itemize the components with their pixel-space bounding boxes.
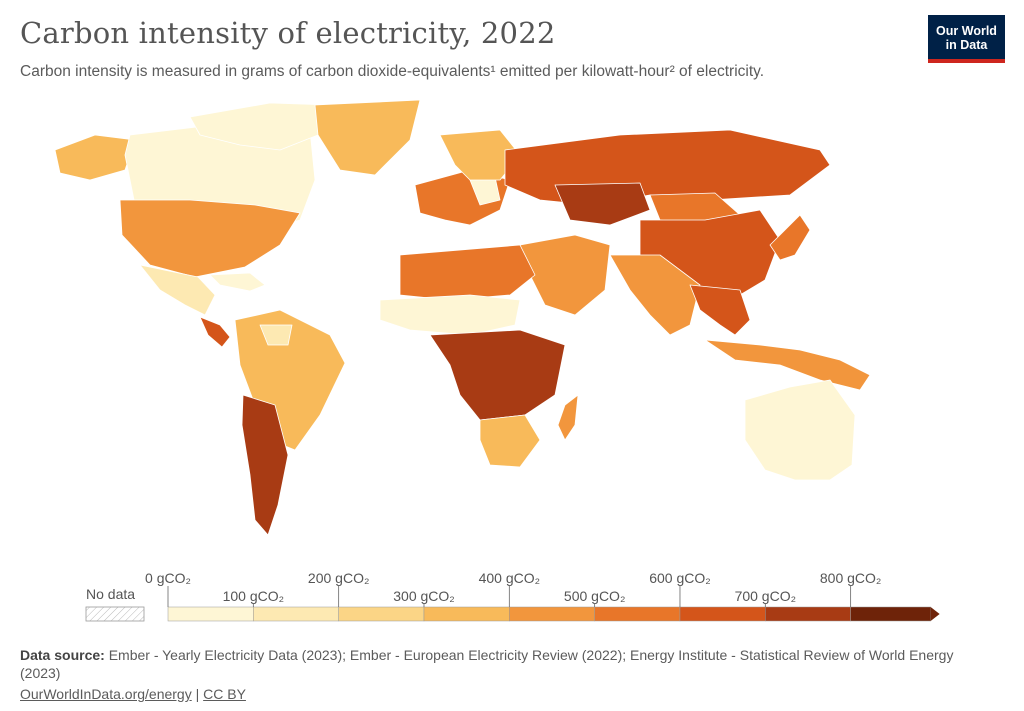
region-japan[interactable] [704, 339, 871, 391]
legend-tick-label: 500 gCO₂ [564, 588, 625, 604]
chart-subtitle: Carbon intensity is measured in grams of… [20, 63, 765, 80]
legend-no-data-swatch [85, 606, 145, 622]
region-mexico[interactable] [119, 199, 301, 278]
energy-link[interactable]: OurWorldInData.org/energy [20, 686, 192, 702]
region-western-europe[interactable] [259, 324, 293, 346]
data-source-text: Ember - Yearly Electricity Data (2023); … [20, 647, 954, 681]
region-greenland[interactable] [189, 102, 331, 151]
region-australia[interactable] [769, 214, 811, 261]
legend-arrow [930, 607, 940, 621]
legend-tick-label: 300 gCO₂ [393, 588, 454, 604]
region-southeast-asia[interactable] [557, 394, 579, 441]
legend-bin-600 [679, 606, 766, 622]
region-russia[interactable] [439, 129, 521, 181]
license-link[interactable]: CC BY [203, 686, 246, 702]
legend-bin-0 [167, 606, 254, 622]
region-indonesia[interactable] [689, 284, 751, 336]
footer-links: OurWorldInData.org/energy | CC BY [20, 686, 246, 702]
world-map [54, 99, 871, 536]
legend-tick-label: 100 gCO₂ [223, 588, 284, 604]
region-new-zealand[interactable] [744, 379, 856, 481]
data-source: Data source: Ember - Yearly Electricity … [20, 646, 980, 682]
data-source-label: Data source: [20, 647, 105, 663]
region-alaska[interactable] [314, 99, 421, 176]
legend-tick-label: 800 gCO₂ [820, 570, 881, 586]
legend-bin-400 [509, 606, 595, 622]
region-sahel[interactable] [399, 244, 536, 301]
region-central-africa[interactable] [379, 294, 521, 336]
region-north-africa[interactable] [519, 234, 611, 316]
legend-tick-label: 0 gCO₂ [145, 570, 191, 586]
legend-bin-700 [765, 606, 851, 622]
legend-bin-300 [423, 606, 510, 622]
region-kazakhstan[interactable] [504, 129, 831, 206]
legend-tick-label: 200 gCO₂ [308, 570, 369, 586]
region-south-america[interactable] [209, 272, 266, 292]
region-central-america[interactable] [139, 264, 216, 316]
color-legend: No data 0 gCO₂ 100 gCO₂ 200 gCO₂ 300 gCO₂ 40… [85, 570, 940, 622]
region-guyana[interactable] [241, 394, 289, 536]
region-north-america-usa-canada-west[interactable] [54, 134, 136, 181]
legend-bin-200 [338, 606, 425, 622]
legend-no-data-label: No data [86, 586, 135, 602]
legend-bin-100 [253, 606, 339, 622]
legend-tick-label: 400 gCO₂ [479, 570, 540, 586]
legend-bin-800 [850, 606, 931, 622]
link-separator: | [195, 686, 200, 702]
legend-tick-label: 700 gCO₂ [735, 588, 796, 604]
region-southern-africa[interactable] [429, 329, 566, 421]
logo-line-1: Our World [936, 24, 997, 38]
region-mongolia[interactable] [554, 182, 651, 226]
owid-logo[interactable]: Our World in Data [928, 15, 1005, 63]
legend-tick-label: 600 gCO₂ [649, 570, 710, 586]
chart-title: Carbon intensity of electricity, 2022 [20, 16, 556, 50]
legend-bin-500 [594, 606, 681, 622]
region-middle-east[interactable] [609, 254, 701, 336]
region-caribbean[interactable] [199, 316, 231, 348]
region-madagascar[interactable] [479, 414, 541, 468]
logo-line-2: in Data [945, 38, 988, 52]
